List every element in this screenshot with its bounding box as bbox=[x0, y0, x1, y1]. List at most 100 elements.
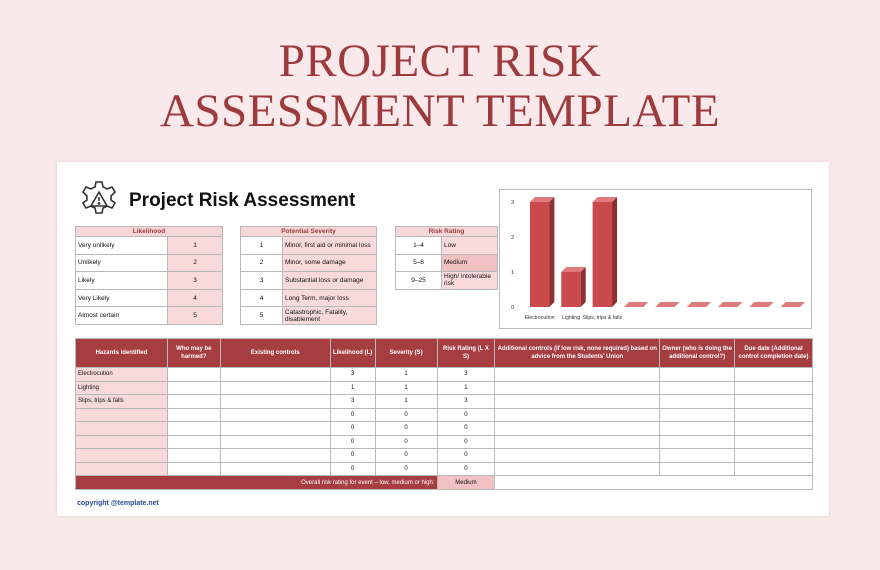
due-date-cell[interactable] bbox=[734, 448, 813, 463]
controls-cell[interactable] bbox=[219, 421, 331, 436]
likelihood-value[interactable]: 1 bbox=[167, 236, 223, 255]
due-date-cell[interactable] bbox=[734, 434, 813, 449]
due-date-cell[interactable] bbox=[734, 394, 813, 409]
hazard-cell[interactable]: Slips, trips & falls bbox=[75, 394, 168, 409]
due-date-cell[interactable] bbox=[734, 407, 813, 422]
owner-cell[interactable] bbox=[659, 380, 736, 395]
likelihood-cell[interactable]: 0 bbox=[329, 407, 376, 422]
additional-controls-cell[interactable] bbox=[494, 367, 661, 382]
owner-cell[interactable] bbox=[659, 434, 736, 449]
likelihood-label[interactable]: Unlikely bbox=[75, 253, 168, 273]
severity-cell[interactable]: 1 bbox=[374, 380, 438, 395]
severity-value[interactable]: 2 bbox=[240, 253, 283, 273]
due-date-cell[interactable] bbox=[734, 367, 813, 382]
due-date-cell[interactable] bbox=[734, 380, 813, 395]
owner-cell[interactable] bbox=[659, 394, 736, 409]
likelihood-cell[interactable]: 0 bbox=[329, 448, 376, 463]
additional-controls-cell[interactable] bbox=[494, 421, 661, 436]
likelihood-cell[interactable]: 1 bbox=[329, 380, 376, 395]
owner-cell[interactable] bbox=[659, 421, 736, 436]
likelihood-label[interactable]: Very unlikely bbox=[75, 236, 168, 255]
likelihood-label[interactable]: Likely bbox=[75, 271, 168, 290]
hazard-cell[interactable]: Lighting bbox=[75, 380, 168, 395]
additional-controls-cell[interactable] bbox=[494, 448, 661, 463]
who-cell[interactable] bbox=[166, 421, 221, 436]
severity-value[interactable]: 4 bbox=[240, 288, 283, 308]
controls-cell[interactable] bbox=[219, 407, 331, 422]
risk-bar-chart[interactable]: 0 1 2 3 Electrocution Lighting Slips, trips & … bbox=[499, 189, 812, 329]
likelihood-value[interactable]: 2 bbox=[167, 253, 223, 273]
hazard-cell[interactable] bbox=[75, 407, 168, 422]
additional-controls-cell[interactable] bbox=[494, 434, 661, 449]
risk-cell[interactable]: 0 bbox=[436, 434, 496, 449]
likelihood-value[interactable]: 4 bbox=[167, 288, 223, 308]
due-date-cell[interactable] bbox=[734, 461, 813, 476]
controls-cell[interactable] bbox=[219, 448, 331, 463]
controls-cell[interactable] bbox=[219, 434, 331, 449]
hazard-cell[interactable] bbox=[75, 421, 168, 436]
additional-controls-cell[interactable] bbox=[494, 407, 661, 422]
severity-value[interactable]: 5 bbox=[240, 306, 283, 325]
who-cell[interactable] bbox=[166, 380, 221, 395]
additional-controls-cell[interactable] bbox=[494, 380, 661, 395]
owner-cell[interactable] bbox=[659, 448, 736, 463]
risk-label[interactable]: High/ intolerable risk bbox=[441, 271, 498, 290]
who-cell[interactable] bbox=[166, 367, 221, 382]
risk-range[interactable]: 1–4 bbox=[395, 236, 442, 255]
who-cell[interactable] bbox=[166, 394, 221, 409]
controls-cell[interactable] bbox=[219, 461, 331, 476]
severity-label[interactable]: Minor, first aid or minimal loss bbox=[282, 236, 377, 255]
risk-label[interactable]: Low bbox=[441, 236, 498, 255]
likelihood-value[interactable]: 3 bbox=[167, 271, 223, 290]
likelihood-label[interactable]: Almost certain bbox=[75, 306, 168, 325]
severity-cell[interactable]: 0 bbox=[374, 421, 438, 436]
likelihood-cell[interactable]: 0 bbox=[329, 421, 376, 436]
hazard-cell[interactable] bbox=[75, 434, 168, 449]
owner-cell[interactable] bbox=[659, 407, 736, 422]
risk-range[interactable]: 5–8 bbox=[395, 253, 442, 273]
hazard-cell[interactable]: Electrocution bbox=[75, 367, 168, 382]
overall-rating-value[interactable]: Medium bbox=[436, 475, 496, 490]
severity-cell[interactable]: 0 bbox=[374, 407, 438, 422]
severity-label[interactable]: Minor, some damage bbox=[282, 253, 377, 273]
risk-label[interactable]: Medium bbox=[441, 253, 498, 273]
severity-cell[interactable]: 0 bbox=[374, 461, 438, 476]
who-cell[interactable] bbox=[166, 407, 221, 422]
owner-cell[interactable] bbox=[659, 367, 736, 382]
risk-cell[interactable]: 0 bbox=[436, 421, 496, 436]
who-cell[interactable] bbox=[166, 434, 221, 449]
risk-cell[interactable]: 1 bbox=[436, 380, 496, 395]
risk-cell[interactable]: 0 bbox=[436, 448, 496, 463]
risk-range[interactable]: 9–25 bbox=[395, 271, 442, 290]
due-date-cell[interactable] bbox=[734, 421, 813, 436]
risk-cell[interactable]: 0 bbox=[436, 461, 496, 476]
additional-controls-cell[interactable] bbox=[494, 461, 661, 476]
likelihood-cell[interactable]: 0 bbox=[329, 461, 376, 476]
controls-cell[interactable] bbox=[219, 394, 331, 409]
severity-cell[interactable]: 0 bbox=[374, 448, 438, 463]
who-cell[interactable] bbox=[166, 448, 221, 463]
risk-cell[interactable]: 3 bbox=[436, 367, 496, 382]
owner-cell[interactable] bbox=[659, 461, 736, 476]
likelihood-value[interactable]: 5 bbox=[167, 306, 223, 325]
additional-controls-cell[interactable] bbox=[494, 394, 661, 409]
likelihood-cell[interactable]: 3 bbox=[329, 367, 376, 382]
hazard-cell[interactable] bbox=[75, 448, 168, 463]
likelihood-cell[interactable]: 0 bbox=[329, 434, 376, 449]
risk-cell[interactable]: 3 bbox=[436, 394, 496, 409]
severity-label[interactable]: Long Term, major loss bbox=[282, 288, 377, 308]
likelihood-label[interactable]: Very Likely bbox=[75, 288, 168, 308]
severity-value[interactable]: 3 bbox=[240, 271, 283, 290]
severity-label[interactable]: Substantial loss or damage bbox=[282, 271, 377, 290]
who-cell[interactable] bbox=[166, 461, 221, 476]
risk-cell[interactable]: 0 bbox=[436, 407, 496, 422]
severity-cell[interactable]: 1 bbox=[374, 367, 438, 382]
hazard-cell[interactable] bbox=[75, 461, 168, 476]
severity-value[interactable]: 1 bbox=[240, 236, 283, 255]
severity-cell[interactable]: 1 bbox=[374, 394, 438, 409]
controls-cell[interactable] bbox=[219, 367, 331, 382]
controls-cell[interactable] bbox=[219, 380, 331, 395]
likelihood-cell[interactable]: 3 bbox=[329, 394, 376, 409]
severity-label[interactable]: Catastrophic, Fatality, disablement bbox=[282, 306, 377, 325]
severity-cell[interactable]: 0 bbox=[374, 434, 438, 449]
